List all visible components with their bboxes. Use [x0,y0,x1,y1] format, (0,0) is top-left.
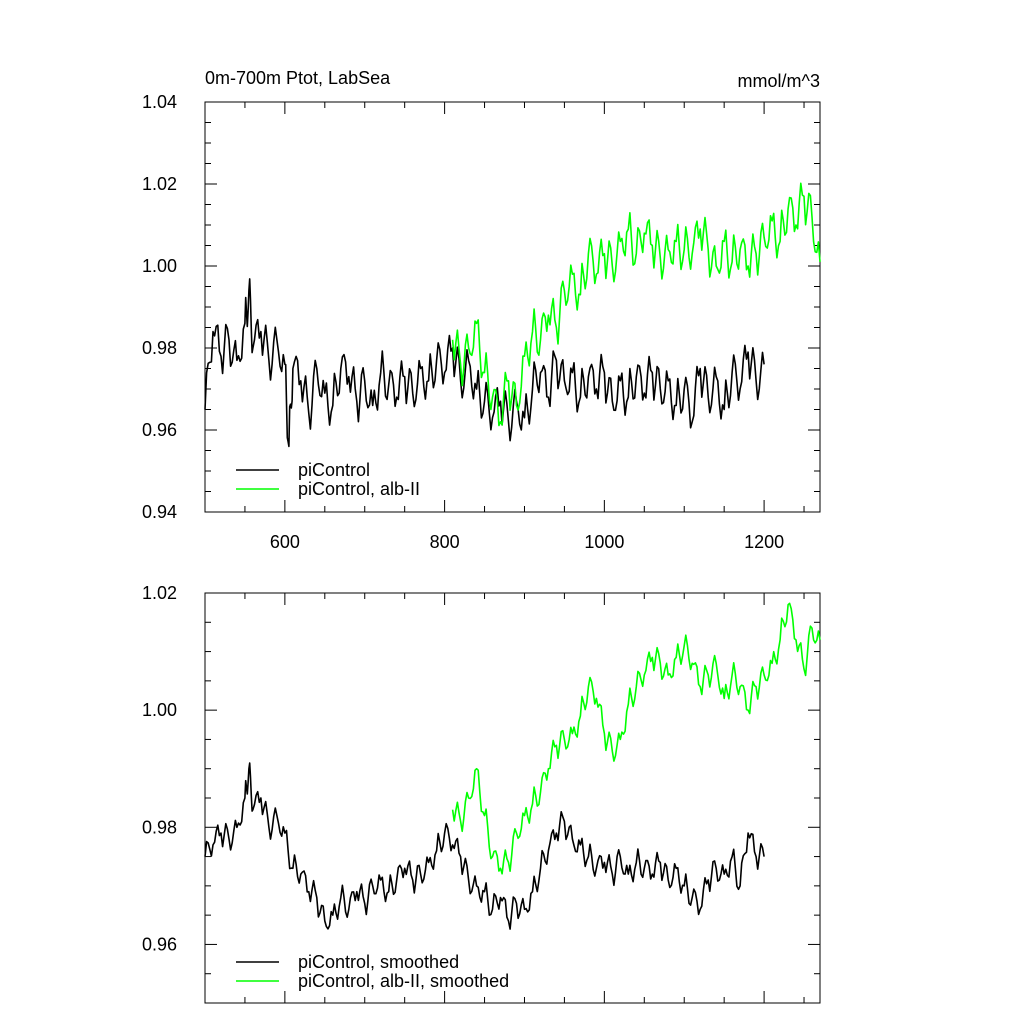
series-line-1 [451,602,821,875]
x-tick-label: 800 [430,532,460,552]
y-tick-label: 0.98 [142,817,177,837]
y-tick-label: 0.96 [142,420,177,440]
y-tick-label: 1.02 [142,583,177,603]
top-panel: 0m-700m Ptot, LabSea mmol/m^3 600 800 1000… [142,68,821,552]
x-tick-label: 1000 [584,532,624,552]
x-tick-label: 600 [270,532,300,552]
legend-label: piControl, smoothed [298,952,459,972]
units-label: mmol/m^3 [738,71,820,91]
x-tick-label: 1200 [744,532,784,552]
y-tick-label: 1.00 [142,256,177,276]
legend-label: piControl, alb-II, smoothed [298,971,509,991]
legend-label: piControl, alb-II [298,479,420,499]
y-tick-label: 1.00 [142,700,177,720]
plot-frame [204,592,821,1004]
bottom-panel: 0.96 0.98 1.00 1.02 piControl, smoothedpiCon… [142,583,821,1004]
series-line-1 [451,182,821,427]
y-tick-label: 0.96 [142,934,177,954]
y-tick-label: 0.94 [142,502,177,522]
series-line-0 [204,278,765,448]
series-line-0 [204,762,765,930]
legend-label: piControl [298,460,370,480]
plot-frame [204,101,821,513]
y-tick-label: 1.04 [142,92,177,112]
y-tick-label: 0.98 [142,338,177,358]
y-tick-label: 1.02 [142,174,177,194]
chart-title: 0m-700m Ptot, LabSea [205,68,391,88]
